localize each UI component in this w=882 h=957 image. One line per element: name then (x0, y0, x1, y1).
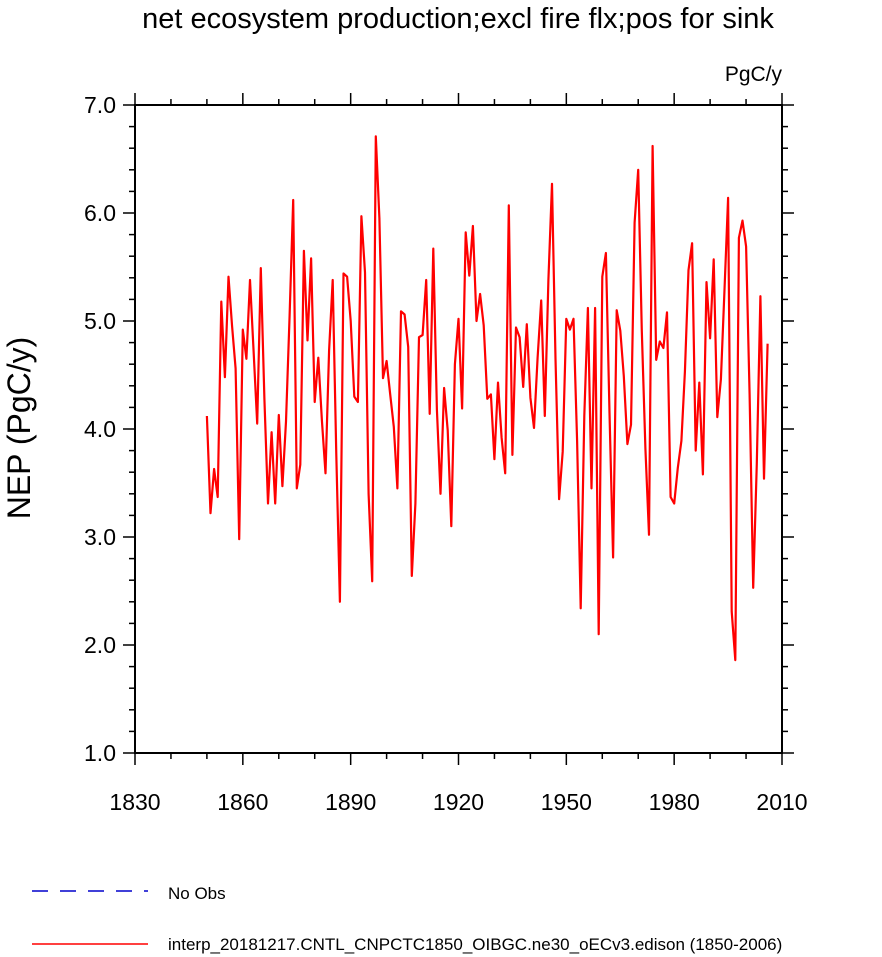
axis-ticks (123, 93, 794, 765)
x-tick-label: 1890 (325, 789, 376, 815)
x-tick-label: 2010 (756, 789, 807, 815)
y-tick-label: 1.0 (84, 740, 116, 766)
y-tick-label: 6.0 (84, 200, 116, 226)
legend-no-obs-label: No Obs (168, 884, 226, 903)
x-tick-label: 1860 (217, 789, 268, 815)
y-tick-label: 7.0 (84, 92, 116, 118)
nep-series-line (205, 135, 769, 662)
legend: No Obs interp_20181217.CNTL_CNPCTC1850_O… (32, 884, 782, 954)
y-tick-label: 3.0 (84, 524, 116, 550)
x-tick-label: 1920 (433, 789, 484, 815)
y-tick-label: 4.0 (84, 416, 116, 442)
x-tick-label: 1950 (541, 789, 592, 815)
x-tick-label: 1980 (649, 789, 700, 815)
plot-frame (134, 104, 783, 754)
units-label: PgC/y (725, 63, 783, 86)
y-axis-label: NEP (PgC/y) (1, 337, 37, 520)
y-tick-label: 2.0 (84, 632, 116, 658)
chart-title: net ecosystem production;excl fire flx;p… (142, 3, 774, 35)
x-tick-label: 1830 (109, 789, 160, 815)
legend-model-label: interp_20181217.CNTL_CNPCTC1850_OIBGC.ne… (168, 935, 782, 954)
y-tick-label: 5.0 (84, 308, 116, 334)
y-tick-labels: 1.0 2.0 3.0 4.0 5.0 6.0 7.0 (84, 92, 116, 766)
x-tick-labels: 1830 1860 1890 1920 1950 1980 2010 (109, 789, 807, 815)
